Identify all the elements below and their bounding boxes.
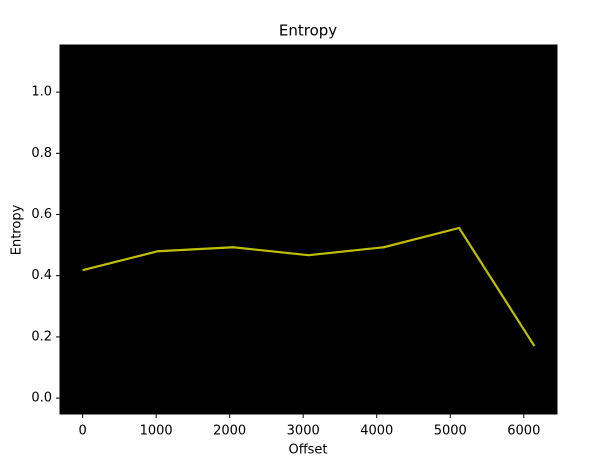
y-tick-label: 0.8 — [31, 146, 52, 161]
y-tick-label: 0.0 — [31, 391, 52, 406]
y-tick-label: 1.0 — [31, 85, 52, 100]
y-tick-label: 0.4 — [31, 268, 52, 283]
x-tick-label: 4000 — [360, 424, 393, 439]
y-axis-label: Entropy — [10, 204, 25, 255]
x-tick-label: 5000 — [434, 424, 467, 439]
x-tick-label: 3000 — [287, 424, 320, 439]
x-tick-label: 0 — [78, 424, 86, 439]
y-tick-label: 0.2 — [31, 329, 52, 344]
chart-title: Entropy — [279, 22, 337, 40]
y-tick-label: 0.6 — [31, 207, 52, 222]
x-tick-label: 2000 — [213, 424, 246, 439]
plot-background — [59, 44, 558, 415]
x-tick-label: 1000 — [140, 424, 173, 439]
x-axis-label: Offset — [288, 443, 327, 458]
x-tick-label: 6000 — [507, 424, 540, 439]
data-line — [82, 226, 536, 347]
